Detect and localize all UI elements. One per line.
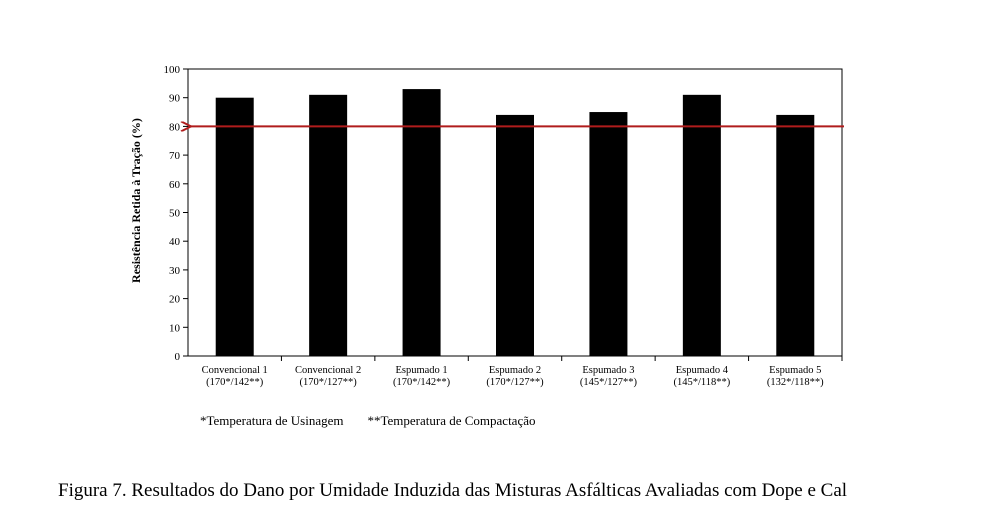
y-tick-label: 80 bbox=[169, 121, 181, 133]
bar-2 bbox=[309, 94, 348, 356]
bar-7 bbox=[776, 114, 815, 356]
bar-6 bbox=[682, 94, 721, 356]
y-tick-label: 0 bbox=[175, 351, 181, 363]
bar-4 bbox=[496, 114, 534, 356]
y-tick-label: 60 bbox=[169, 179, 181, 191]
x-tick-label: Espumado 4 bbox=[676, 365, 729, 376]
bar-5 bbox=[589, 112, 628, 356]
y-tick-label: 90 bbox=[169, 93, 181, 105]
y-tick-label: 70 bbox=[169, 150, 181, 162]
note-compactacao: **Temperatura de Compactação bbox=[367, 413, 536, 428]
x-tick-label: Convencional 2 bbox=[295, 365, 361, 376]
bar-1 bbox=[215, 97, 254, 356]
bar-3 bbox=[402, 89, 441, 356]
x-tick-label: (145*/127**) bbox=[580, 377, 638, 388]
x-tick-label: Espumado 1 bbox=[395, 365, 447, 376]
y-axis-ticks: 0 10 20 30 40 50 60 70 80 90 100 bbox=[164, 64, 188, 363]
x-tick-label: (170*/142**) bbox=[206, 377, 264, 388]
x-tick-label: Convencional 1 bbox=[202, 365, 268, 376]
note-usinagem: *Temperatura de Usinagem bbox=[200, 413, 344, 428]
x-tick-label: Espumado 2 bbox=[489, 365, 541, 376]
plot-frame bbox=[187, 68, 843, 357]
y-tick-label: 20 bbox=[169, 294, 181, 306]
y-tick-label: 30 bbox=[169, 265, 181, 277]
x-tick-label: (170*/127**) bbox=[486, 377, 544, 388]
y-tick-label: 100 bbox=[164, 64, 181, 76]
x-tick-label: (170*/142**) bbox=[393, 377, 451, 388]
y-tick-label: 40 bbox=[169, 236, 181, 248]
y-tick-label: 50 bbox=[169, 208, 181, 220]
x-tick-label: (170*/127**) bbox=[300, 377, 358, 388]
x-tick-label: Espumado 5 bbox=[769, 365, 821, 376]
y-tick-label: 10 bbox=[169, 322, 181, 334]
notes: *Temperatura de Usinagem **Temperatura de… bbox=[200, 413, 536, 429]
x-axis-labels: Convencional 1(170*/142**)Convencional 2… bbox=[202, 356, 843, 388]
x-tick-label: (132*/118**) bbox=[767, 377, 824, 388]
x-tick-label: (145*/118**) bbox=[673, 377, 730, 388]
figure-caption: Figura 7. Resultados do Dano por Umidade… bbox=[58, 480, 848, 501]
y-axis-label: Resistência Retida à Tração (%) bbox=[129, 118, 143, 283]
x-tick-label: Espumado 3 bbox=[582, 365, 634, 376]
bars bbox=[215, 89, 815, 356]
